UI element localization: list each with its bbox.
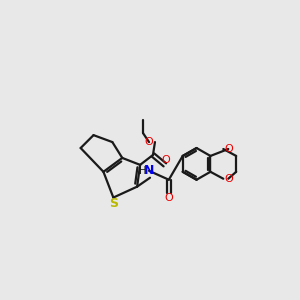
- Text: O: O: [161, 155, 170, 165]
- Text: O: O: [145, 137, 153, 147]
- Text: H: H: [140, 166, 147, 176]
- Text: N: N: [144, 164, 154, 177]
- Text: O: O: [224, 144, 233, 154]
- Text: O: O: [164, 193, 173, 202]
- Text: O: O: [224, 174, 233, 184]
- Text: S: S: [109, 197, 118, 210]
